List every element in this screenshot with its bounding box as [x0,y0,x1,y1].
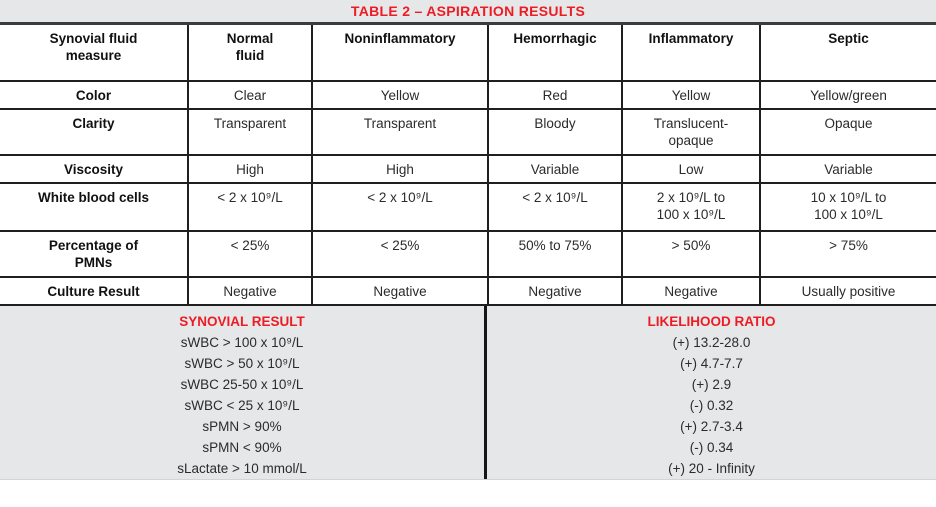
likelihood-ratio-line: (-) 0.32 [689,398,734,413]
column-header-hemorrhagic: Hemorrhagic [487,25,623,82]
row-label: Viscosity [0,154,189,184]
table-cell: Yellow/green [759,80,936,110]
table-cell: Transparent [187,108,313,156]
table-cell: < 2 x 10⁹/L [487,182,623,232]
synovial-result-line: sPMN < 90% [202,440,282,455]
table-cell: Usually positive [759,276,936,306]
table-cell: Opaque [759,108,936,156]
table-cell: Variable [759,154,936,184]
table-title: TABLE 2 – ASPIRATION RESULTS [350,3,586,19]
row-label: Culture Result [0,276,189,306]
synovial-result-line: sWBC > 50 x 10⁹/L [184,356,300,371]
table-cell: Negative [311,276,489,306]
header-row: Synovial fluid measure Normal fluid Noni… [0,25,936,82]
table-cell: Negative [187,276,313,306]
likelihood-ratio-line: (+) 4.7-7.7 [680,356,743,371]
likelihood-ratio-line: (+) 20 - Infinity [668,461,755,476]
likelihood-ratio-heading: LIKELIHOOD RATIO [647,314,776,329]
likelihood-ratio-panel: LIKELIHOOD RATIO (+) 13.2-28.0 (+) 4.7-7… [487,306,936,479]
table-row-culture-result: Culture Result Negative Negative Negativ… [0,276,936,306]
table-cell: High [187,154,313,184]
synovial-result-line: sPMN > 90% [202,419,282,434]
row-label: Clarity [0,108,189,156]
table-row-color: Color Clear Yellow Red Yellow Yellow/gre… [0,80,936,110]
column-header-measure: Synovial fluid measure [0,25,189,82]
table-cell: Negative [487,276,623,306]
column-header-normal: Normal fluid [187,25,313,82]
summary-section: SYNOVIAL RESULT sWBC > 100 x 10⁹/L sWBC … [0,306,936,480]
table-cell: Bloody [487,108,623,156]
table-cell: High [311,154,489,184]
likelihood-ratio-line: (+) 2.7-3.4 [680,419,743,434]
table-cell: 2 x 10⁹/L to 100 x 10⁹/L [621,182,761,232]
table-cell: 10 x 10⁹/L to 100 x 10⁹/L [759,182,936,232]
synovial-result-line: sLactate > 10 mmol/L [177,461,307,476]
likelihood-ratio-line: (+) 2.9 [691,377,732,392]
table-cell: < 2 x 10⁹/L [311,182,489,232]
table-cell: Variable [487,154,623,184]
column-header-septic: Septic [759,25,936,82]
table-title-bar: TABLE 2 – ASPIRATION RESULTS [0,0,936,25]
row-label: Percentage of PMNs [0,230,189,278]
row-label: White blood cells [0,182,189,232]
table-cell: Yellow [311,80,489,110]
aspiration-results-table: Synovial fluid measure Normal fluid Noni… [0,25,936,306]
column-header-noninflammatory: Noninflammatory [311,25,489,82]
table-row-clarity: Clarity Transparent Transparent Bloody T… [0,108,936,156]
table-row-white-blood-cells: White blood cells < 2 x 10⁹/L < 2 x 10⁹/… [0,182,936,232]
table-cell: Yellow [621,80,761,110]
synovial-result-line: sWBC 25-50 x 10⁹/L [180,377,304,392]
likelihood-ratio-line: (-) 0.34 [689,440,734,455]
table-cell: Red [487,80,623,110]
table-cell: Negative [621,276,761,306]
table-cell: Translucent- opaque [621,108,761,156]
table-row-percentage-pmns: Percentage of PMNs < 25% < 25% 50% to 75… [0,230,936,278]
table-cell: > 75% [759,230,936,278]
table-cell: 50% to 75% [487,230,623,278]
likelihood-ratio-line: (+) 13.2-28.0 [672,335,751,350]
table-cell: Transparent [311,108,489,156]
column-header-inflammatory: Inflammatory [621,25,761,82]
table-cell: Low [621,154,761,184]
table-row-viscosity: Viscosity High High Variable Low Variabl… [0,154,936,184]
table-cell: < 2 x 10⁹/L [187,182,313,232]
table-cell: < 25% [187,230,313,278]
synovial-result-panel: SYNOVIAL RESULT sWBC > 100 x 10⁹/L sWBC … [0,306,487,479]
table-cell: > 50% [621,230,761,278]
synovial-result-line: sWBC > 100 x 10⁹/L [180,335,304,350]
table-cell: < 25% [311,230,489,278]
row-label: Color [0,80,189,110]
table-cell: Clear [187,80,313,110]
synovial-result-line: sWBC < 25 x 10⁹/L [184,398,300,413]
synovial-result-heading: SYNOVIAL RESULT [179,314,305,329]
